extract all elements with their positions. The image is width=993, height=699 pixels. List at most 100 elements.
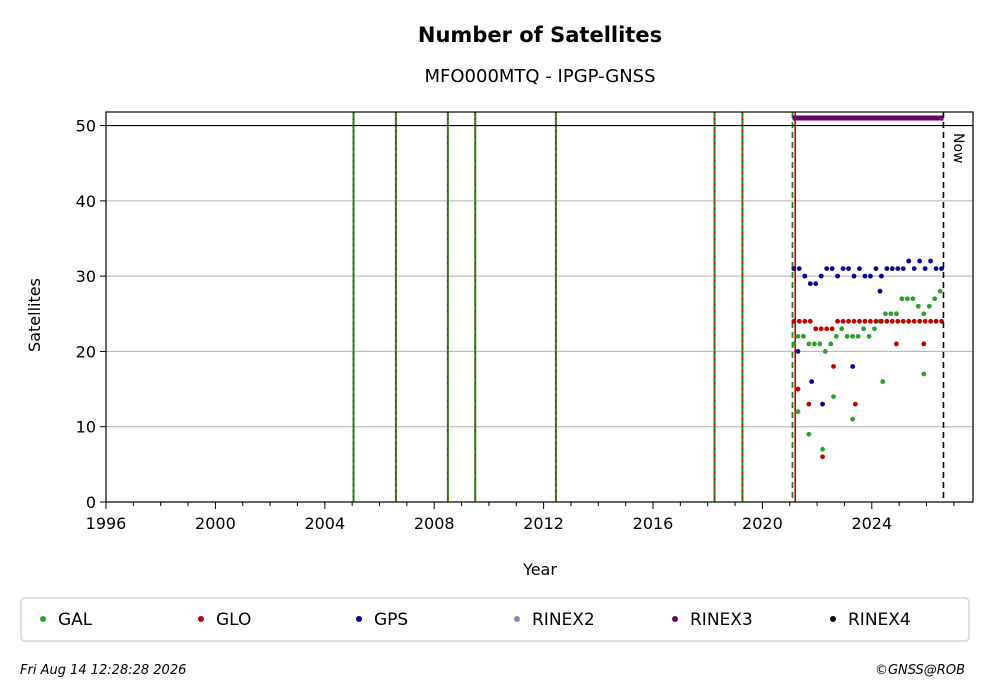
data-point-gal	[937, 288, 943, 294]
data-point-gps	[928, 258, 934, 264]
data-point-gal	[791, 341, 797, 347]
y-axis-label: Satellites	[25, 278, 44, 352]
data-point-gal	[806, 431, 812, 437]
data-point-gal	[883, 311, 888, 317]
data-point-gal	[817, 341, 823, 347]
legend-marker-rinex2	[514, 616, 520, 622]
data-point-gps	[884, 266, 890, 272]
data-point-gps	[824, 266, 830, 272]
reference-lines	[106, 112, 973, 502]
data-point-glo	[813, 326, 819, 332]
y-axis-ticks: 0 10 20 30 40 50	[76, 117, 106, 512]
data-point-gal	[839, 326, 845, 332]
data-point-glo	[884, 318, 890, 324]
data-point-gal	[932, 296, 938, 302]
data-point-gps	[906, 258, 912, 264]
data-point-gal	[795, 409, 801, 415]
data-point-glo	[933, 318, 939, 324]
data-point-gal	[866, 333, 872, 339]
data-point-gal	[855, 333, 861, 339]
data-point-gps	[796, 266, 802, 272]
data-point-gal	[850, 333, 856, 339]
legend-label-gps: GPS	[374, 610, 408, 630]
y-tick-label: 10	[76, 418, 96, 437]
x-tick-label: 2008	[414, 514, 455, 533]
data-point-gal	[899, 296, 905, 302]
legend-marker-rinex4	[830, 616, 836, 622]
data-point-gal	[921, 311, 927, 317]
chart-subtitle: MFO000MTQ - IPGP-GNSS	[424, 66, 655, 87]
y-tick-label: 40	[76, 192, 96, 211]
x-tick-label: 2004	[304, 514, 345, 533]
data-point-gal	[844, 333, 850, 339]
data-point-glo	[807, 318, 813, 324]
data-point-glo	[795, 386, 801, 392]
data-point-gps	[895, 266, 901, 272]
data-point-gps	[818, 273, 824, 279]
data-point-glo	[895, 318, 901, 324]
data-point-glo	[835, 318, 841, 324]
data-point-gal	[831, 394, 836, 399]
data-point-gps	[850, 364, 856, 369]
data-point-gal	[811, 341, 817, 347]
legend: GAL GLO GPS RINEX2 RINEX3 RINEX4	[40, 610, 911, 630]
data-point-glo	[796, 318, 802, 324]
data-point-gps	[809, 379, 815, 384]
x-tick-label: 2024	[851, 514, 892, 533]
data-point-gps	[873, 266, 879, 272]
x-tick-label: 2020	[742, 514, 783, 533]
y-tick-label: 0	[86, 493, 96, 512]
data-point-glo	[921, 341, 927, 347]
data-point-glo	[889, 318, 895, 324]
data-point-glo	[802, 318, 808, 324]
x-tick-label: 2000	[195, 514, 236, 533]
x-axis-ticks: 1996 2000 2004 2008 2012 2016 2020 2024	[86, 502, 955, 533]
x-tick-label: 2016	[633, 514, 674, 533]
data-point-gal	[921, 371, 927, 377]
data-point-glo	[857, 318, 862, 324]
legend-marker-rinex3	[672, 616, 678, 622]
data-point-gps	[933, 266, 939, 272]
data-point-glo	[922, 318, 928, 324]
data-point-glo	[820, 454, 825, 460]
y-tick-label: 30	[76, 267, 96, 286]
legend-marker-gal	[40, 616, 46, 622]
legend-label-rinex3: RINEX3	[690, 610, 753, 630]
event-lines	[352, 112, 797, 502]
legend-label-glo: GLO	[216, 610, 251, 630]
x-axis-label: Year	[522, 560, 557, 579]
data-point-gps	[795, 349, 801, 354]
plot-frame	[105, 111, 974, 503]
data-point-gps	[840, 266, 846, 272]
y-tick-label: 20	[76, 342, 96, 361]
data-point-gps	[868, 273, 873, 279]
data-point-gal	[795, 333, 801, 339]
data-point-gal	[820, 446, 825, 452]
data-point-glo	[906, 318, 912, 324]
data-point-gal	[801, 333, 806, 339]
data-point-glo	[824, 326, 830, 332]
data-point-gps	[862, 273, 868, 279]
data-point-gal	[833, 333, 839, 339]
legend-marker-glo	[198, 616, 204, 622]
x-tick-label: 2012	[523, 514, 564, 533]
data-point-gps	[878, 273, 884, 279]
data-point-gps	[835, 273, 841, 279]
data-point-gps	[900, 266, 906, 272]
data-point-gal	[926, 303, 932, 309]
data-point-gal	[880, 379, 886, 384]
data-point-gps	[807, 281, 813, 287]
data-point-glo	[878, 318, 884, 324]
data-point-glo	[851, 318, 857, 324]
data-point-gps	[857, 266, 862, 272]
data-point-glo	[894, 341, 899, 347]
data-point-glo	[829, 326, 835, 332]
data-point-glo	[928, 318, 934, 324]
data-point-gps	[851, 273, 857, 279]
x-tick-label: 1996	[86, 514, 127, 533]
data-point-gal	[894, 311, 899, 317]
data-points	[791, 258, 944, 460]
data-point-glo	[840, 318, 846, 324]
data-point-gal	[850, 416, 856, 422]
